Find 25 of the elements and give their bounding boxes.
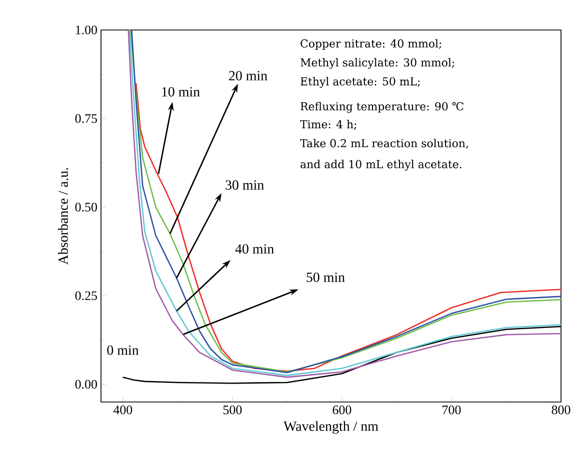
annotation: Ethyl acetate: 50 mL; <box>300 77 420 88</box>
x-tick-label: 700 <box>442 406 461 414</box>
x-tick-label: 500 <box>223 406 242 414</box>
annotation: 0 min <box>107 345 139 355</box>
x-tick-label: 800 <box>552 406 570 414</box>
annotation: Time: 4 h; <box>300 120 356 130</box>
annotation: 20 min <box>229 71 268 80</box>
y-tick-label: 0.00 <box>75 380 97 389</box>
annotation: and add 10 mL ethyl acetate. <box>300 160 462 171</box>
annotation: 50 min <box>306 272 345 282</box>
y-axis-title: Absorbance / a.u. <box>58 168 68 265</box>
y-tick-label: 1.00 <box>76 26 97 34</box>
annotation: Methyl salicylate: 30 mmol; <box>300 58 454 69</box>
y-tick-label: 0.75 <box>75 114 97 123</box>
y-tick-label: 0.50 <box>75 202 97 212</box>
x-axis-title: Wavelength / nm <box>284 421 378 434</box>
annotation: 30 min <box>226 180 264 190</box>
x-tick-label: 400 <box>113 406 132 414</box>
x-tick-label: 600 <box>332 406 352 414</box>
annotation: Copper nitrate: 40 mmol; <box>300 39 442 50</box>
annotation: 40 min <box>235 244 274 254</box>
annotation: Refluxing temperature: 90 ℃ <box>300 102 464 113</box>
annotation: Take 0.2 mL reaction solution, <box>300 138 468 149</box>
y-tick-label: 0.25 <box>75 291 97 300</box>
annotation: 10 min <box>162 87 200 97</box>
